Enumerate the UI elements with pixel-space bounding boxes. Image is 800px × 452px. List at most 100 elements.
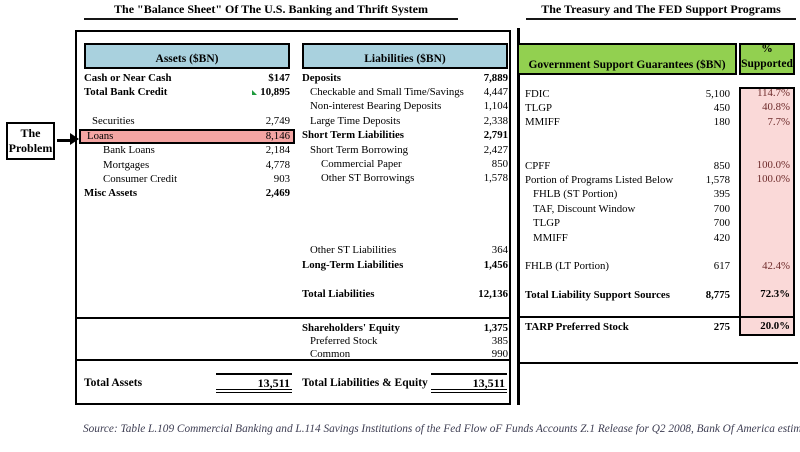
table-row-blank: [525, 274, 730, 288]
table-row: Common 990: [302, 347, 508, 360]
row-label: Short Term Borrowing: [310, 143, 409, 156]
table-row-blank: [302, 215, 508, 229]
table-row: Preferred Stock 385: [302, 334, 508, 347]
row-label: Consumer Credit: [103, 173, 178, 186]
pct-value-blank: [742, 188, 790, 202]
row-label: Bank Loans: [103, 144, 155, 157]
row-value: 450: [713, 102, 730, 115]
pct-value: 72.3%: [760, 288, 790, 301]
table-row: Misc Assets 2,469: [84, 187, 290, 201]
row-value: 275: [713, 320, 730, 333]
table-row-blank: [302, 272, 508, 286]
row-value: 990: [491, 347, 508, 360]
row-label: FHLB (ST Portion): [533, 188, 618, 201]
row-label: Mortgages: [103, 158, 150, 171]
table-row: Consumer Credit 903: [84, 172, 290, 186]
table-row: Portion of Programs Listed Below 1,578: [525, 173, 730, 187]
row-label: TLGP: [525, 102, 552, 115]
table-row: Non-interest Bearing Deposits 1,104: [302, 100, 508, 114]
support-table: FDIC 5,100 TLGP 450 MMIFF 180 CPFF 850 Porti…: [525, 87, 730, 303]
row-label: Total Bank Credit: [84, 86, 168, 99]
problem-callout-line2: Problem: [8, 141, 53, 155]
tarp-row: TARP Preferred Stock 275: [525, 320, 730, 334]
pct-supported-header: % Supported: [739, 43, 795, 75]
balance-sheet-frame: [75, 30, 511, 405]
comment-flag-icon: [252, 90, 258, 96]
table-row: Large Time Deposits 2,338: [302, 114, 508, 128]
pct-value-blank: [742, 231, 790, 245]
row-label: Total Liability Support Sources: [525, 289, 670, 302]
liabilities-header: Liabilities ($BN): [302, 43, 508, 69]
table-row: MMIFF 420: [525, 231, 730, 245]
row-value: 2,791: [483, 129, 508, 142]
row-label: Non-interest Bearing Deposits: [310, 100, 442, 113]
pct-value: 100.0%: [756, 173, 790, 186]
pct-value-blank: [742, 217, 790, 231]
row-label: Deposits: [302, 71, 341, 84]
pct-value-blank: [742, 274, 790, 288]
loans-highlight-row: Loans 8,146: [79, 128, 295, 144]
row-value: 8,146: [265, 129, 290, 142]
row-label: TLGP: [533, 217, 560, 230]
table-row: Short Term Borrowing 2,427: [302, 143, 508, 157]
table-row: FDIC 5,100: [525, 87, 730, 101]
equity-table: Shareholders' Equity 1,375 Preferred Stoc…: [302, 321, 508, 360]
pct-value: 114.7%: [757, 87, 790, 99]
row-value: 2,427: [483, 143, 508, 156]
row-value: 903: [273, 173, 290, 186]
row-label: Checkable and Small Time/Savings: [310, 86, 464, 99]
row-value: 1,104: [483, 100, 508, 113]
row-label: Loans: [87, 129, 114, 142]
table-row-blank: [302, 229, 508, 243]
total-assets-label: Total Assets: [84, 377, 143, 389]
row-value: 1,578: [705, 174, 730, 187]
row-value: 700: [713, 202, 730, 215]
problem-callout-box: The Problem: [6, 122, 55, 160]
table-row: Total Liabilities 12,136: [302, 287, 508, 301]
problem-arrow-line: [57, 139, 71, 142]
pct-value-blank: [742, 202, 790, 216]
divider-line: [517, 362, 798, 364]
row-label: CPFF: [525, 159, 551, 172]
total-assets-value: 13,511: [216, 373, 292, 393]
table-row-blank: [525, 145, 730, 159]
pct-value: 42.4%: [762, 259, 790, 272]
row-label: Total Liabilities: [302, 287, 375, 300]
tarp-pct-value: 20.0%: [760, 320, 790, 332]
total-liabilities-equity-value: 13,511: [431, 373, 507, 393]
table-row: Total Liability Support Sources 8,775: [525, 288, 730, 302]
assets-header: Assets ($BN): [84, 43, 290, 69]
table-row: Short Term Liabilities 2,791: [302, 129, 508, 143]
table-row: MMIFF 180: [525, 116, 730, 130]
table-row: TLGP 700: [525, 217, 730, 231]
row-value: 2,338: [483, 114, 508, 127]
table-row: Total Bank Credit 10,895: [84, 85, 290, 99]
table-row: TAF, Discount Window 700: [525, 202, 730, 216]
table-row: CPFF 850: [525, 159, 730, 173]
support-programs-title: The Treasury and The FED Support Program…: [526, 2, 796, 20]
pct-value: 100.0%: [756, 158, 790, 171]
table-row: Deposits 7,889: [302, 71, 508, 85]
support-header: Government Support Guarantees ($BN): [517, 43, 737, 75]
row-label: Large Time Deposits: [310, 114, 401, 127]
row-label: TARP Preferred Stock: [525, 320, 629, 333]
row-label: MMIFF: [525, 116, 560, 129]
row-value: 700: [713, 217, 730, 230]
row-value: 850: [491, 158, 508, 171]
problem-callout-line1: The: [20, 126, 41, 140]
row-value: 2,469: [265, 187, 290, 200]
pct-value-blank: [742, 245, 790, 259]
table-row: Long-Term Liabilities 1,456: [302, 258, 508, 272]
pct-value-blank: [742, 145, 790, 159]
divider-line: [77, 359, 509, 361]
row-value: 5,100: [705, 87, 730, 100]
table-row-blank: [302, 186, 508, 200]
row-label: Long-Term Liabilities: [302, 258, 404, 271]
assets-table: Cash or Near Cash $147 Total Bank Credit 1…: [79, 71, 295, 201]
table-row: Commercial Paper 850: [302, 157, 508, 171]
table-row: Shareholders' Equity 1,375: [302, 321, 508, 334]
source-note: Source: Table L.109 Commercial Banking a…: [83, 423, 800, 435]
pct-value: 40.8%: [762, 101, 790, 114]
row-value: 1,375: [483, 321, 508, 334]
